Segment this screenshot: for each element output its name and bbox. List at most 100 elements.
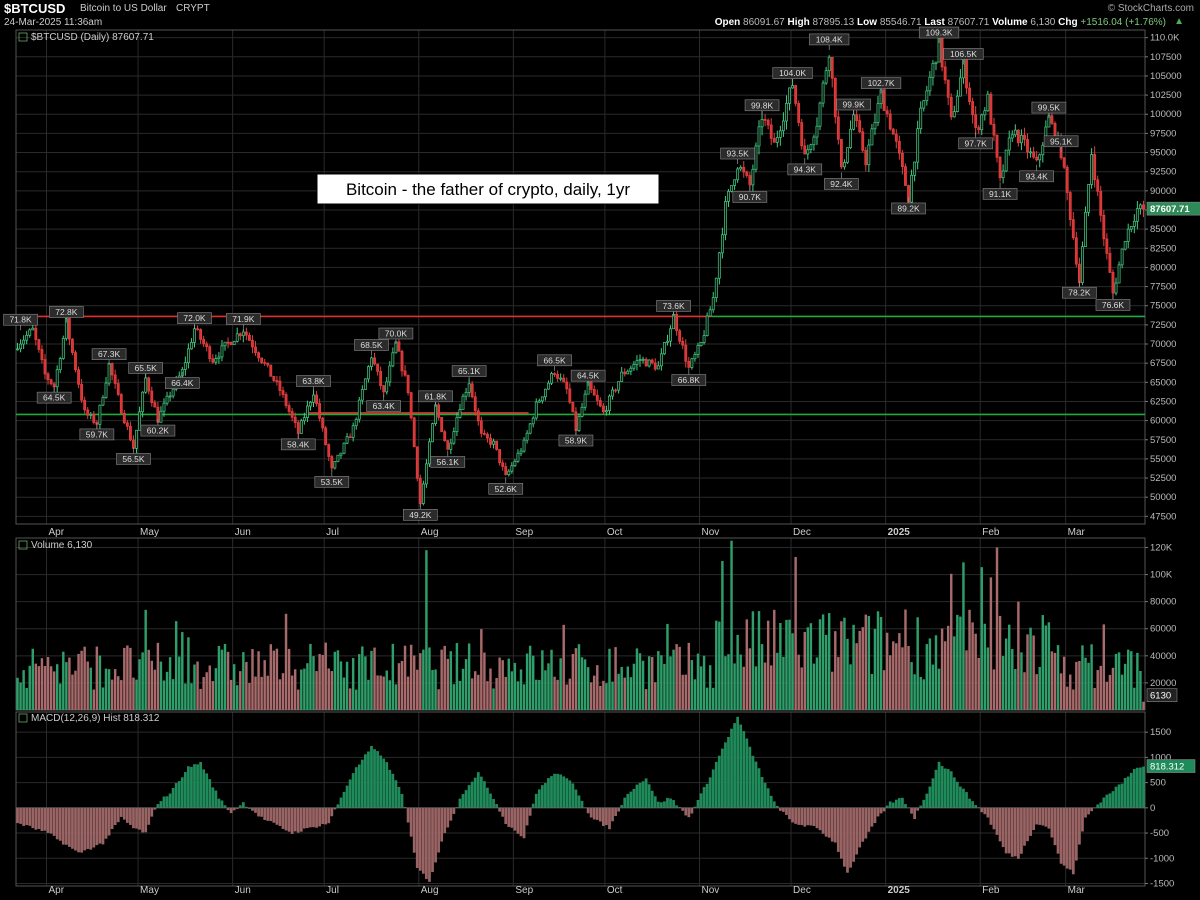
macd-bar (516, 807, 520, 834)
volume-bar (779, 622, 782, 710)
candle-down (1093, 154, 1097, 181)
peak-label-box (177, 312, 212, 324)
peak-label-box (164, 377, 200, 389)
volume-bar (132, 677, 135, 710)
macd-bar (202, 769, 206, 808)
candle-up (543, 388, 547, 398)
macd-bar (89, 807, 93, 850)
macd-bar (730, 728, 733, 808)
volume-bar (483, 652, 486, 710)
candle-down (119, 394, 123, 414)
macd-bar (248, 807, 251, 809)
volume-bar (123, 647, 126, 710)
candle-up (775, 137, 779, 143)
peak-label: 93.4K (1026, 171, 1049, 181)
volume-bar (1114, 653, 1118, 710)
candle-down (34, 327, 38, 340)
candle-up (312, 394, 315, 403)
volume-bar (1078, 660, 1081, 710)
candle-down (684, 344, 688, 362)
macd-bar (116, 807, 120, 823)
candle-up (641, 358, 645, 361)
candle-up (1132, 220, 1136, 227)
candle-up (559, 377, 563, 380)
candle-down (574, 411, 578, 431)
volume-bar (1105, 681, 1109, 710)
volume-bar (974, 633, 977, 710)
volume-bar (983, 623, 987, 710)
candle-up (186, 348, 190, 363)
macd-bar (928, 786, 932, 808)
candle-down (125, 422, 129, 427)
volume-bar (65, 662, 68, 710)
peak-label: 72.0K (183, 313, 206, 323)
volume-bar (898, 633, 901, 710)
peak-label-box (49, 306, 84, 318)
candle-up (98, 404, 102, 425)
macd-bar (940, 766, 944, 808)
volume-bar (980, 567, 983, 710)
macd-bar (711, 769, 715, 808)
candle-down (244, 331, 248, 336)
macd-bar (364, 754, 367, 808)
panel-title: $BTCUSD (Daily) 87607.71 (31, 32, 154, 43)
y-tick-label: 110.0K (1150, 33, 1180, 44)
volume-bar (80, 650, 83, 710)
volume-bar (876, 611, 880, 710)
candle-down (238, 333, 242, 337)
volume-bar (312, 656, 315, 710)
peak-label: 97.7K (965, 138, 988, 148)
candle-down (495, 440, 499, 450)
macd-bar (983, 807, 987, 815)
macd-bar (440, 807, 444, 842)
candle-up (699, 342, 703, 346)
volume-bar (824, 634, 828, 710)
candle-up (339, 452, 343, 456)
macd-bar (540, 785, 544, 808)
candle-down (150, 390, 154, 404)
volume-bar (116, 676, 120, 710)
volume-bar (654, 682, 657, 710)
volume-bar (382, 676, 385, 710)
candle-down (1023, 134, 1026, 140)
volume-bar (1087, 662, 1090, 710)
panel-icon (18, 32, 28, 42)
macd-bar (138, 807, 141, 830)
macd-bar (614, 807, 617, 817)
macd-bar (421, 807, 425, 874)
x-month-label: 2025 (888, 527, 911, 538)
candle-up (580, 406, 584, 417)
macd-bar (913, 807, 916, 820)
macd-bar (452, 807, 456, 814)
volume-bar (342, 677, 346, 710)
peak-label-box (280, 438, 316, 451)
volume-bar (71, 674, 74, 710)
candle-down (373, 357, 376, 365)
volume-bar (971, 622, 974, 710)
candle-down (71, 338, 74, 353)
macd-bar (101, 807, 105, 845)
candle-up (1126, 228, 1130, 242)
volume-bar (49, 666, 53, 710)
macd-bar (147, 807, 151, 825)
candle-up (870, 128, 874, 146)
candle-up (351, 425, 355, 438)
macd-bar (1059, 807, 1063, 864)
macd-bar (174, 783, 178, 808)
candle-down (498, 449, 502, 464)
macd-bar (357, 764, 361, 808)
macd-bar (663, 801, 666, 808)
macd-bar (205, 773, 209, 808)
macd-bar (19, 807, 22, 824)
volume-bar (248, 682, 251, 710)
annotation-text: Bitcoin - the father of crypto, daily, 1… (346, 180, 630, 199)
macd-bar (565, 778, 569, 808)
macd-bar (992, 807, 996, 830)
macd-bar (443, 807, 447, 834)
candle-up (605, 410, 608, 413)
macd-bar (788, 807, 791, 820)
peak-label-box (787, 163, 823, 176)
candle-up (666, 340, 669, 343)
macd-bar (739, 724, 743, 808)
volume-bar (821, 614, 825, 710)
